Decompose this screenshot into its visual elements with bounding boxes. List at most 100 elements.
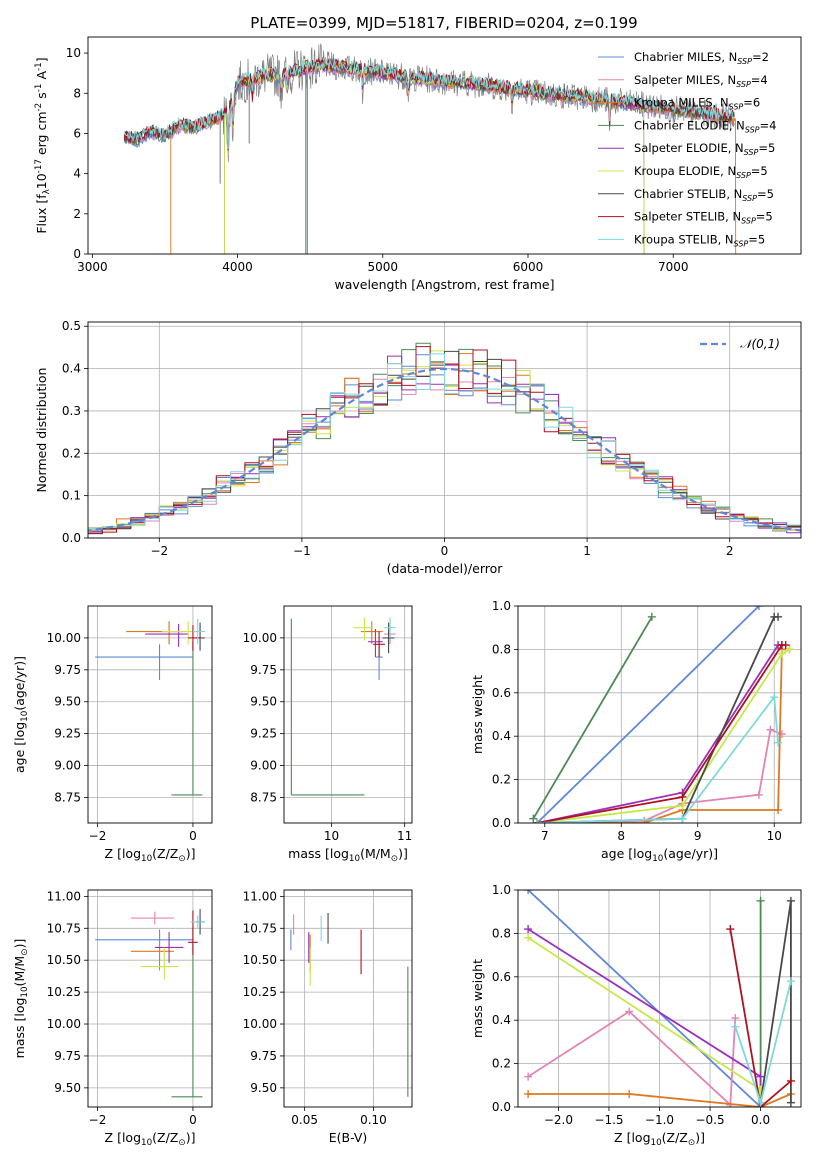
panel-spectrum: 3000 4000 5000 6000 7000 0 2 4 6 8 10 wavelength [A… [34, 36, 802, 292]
errorbars [95, 618, 205, 796]
weight-line-salpeter_stelib [729, 928, 792, 1107]
weight-marker [786, 896, 795, 905]
errorbar-point [190, 915, 205, 929]
x-tick-label: −1.0 [645, 1113, 674, 1127]
weight-marker [678, 792, 687, 801]
y-tick-label: 11.00 [47, 889, 81, 903]
weight-marker [754, 606, 763, 610]
y-tick-label: 0.0 [492, 1100, 511, 1114]
legend-label: Kroupa MILES, NSSP=6 [634, 96, 760, 112]
axes-frame [283, 605, 413, 824]
weight-marker [678, 814, 687, 823]
weight-marker [774, 738, 783, 747]
panel-mass-vs-ebv: 0.05 0.10 9.50 9.75 10.00 10.25 10.50 10.75 11.0… [243, 889, 413, 1145]
panel-age-vs-Z: −2 0 8.75 9.00 9.25 9.50 9.75 10.00 Z [log10(Z/Z… [12, 605, 213, 864]
x-tick-label: −1 [293, 544, 311, 558]
model-spectrum-kroupa_miles [170, 61, 737, 254]
y-tick-label: 10.00 [243, 1017, 277, 1031]
axes-frame [517, 605, 802, 824]
x-tick-label: −2.0 [544, 1113, 573, 1127]
x-axis-label: age [log10(age/yr)] [601, 846, 718, 864]
legend-label: 𝒩(0,1) [740, 337, 780, 351]
weight-line-chabrier_miles [527, 890, 762, 1107]
y-tick-label: 9.00 [54, 759, 81, 773]
errorbar-point [195, 622, 205, 651]
weight-line-salpeter_elodie [527, 928, 762, 1107]
y-axis-label: Normed distribution [34, 368, 49, 493]
weight-line-kroupa_miles [528, 1093, 792, 1107]
weight-marker [770, 693, 779, 702]
y-tick-label: 0.0 [62, 531, 81, 545]
weight-line-kroupa_elodie [527, 936, 762, 1107]
weight-line-chabrier_miles [536, 606, 760, 823]
panel-age-vs-mass: 10 11 8.75 9.00 9.25 9.50 9.75 10.00 mass [log10… [243, 605, 413, 864]
weight-marker [524, 933, 533, 942]
y-tick-label: 8.75 [250, 790, 277, 804]
y-axis-label: age [log10(age/yr)] [12, 656, 30, 773]
spectrum-legend: Chabrier MILES, NSSP=2 Salpeter MILES, NS… [598, 50, 776, 248]
x-axis-label: wavelength [Angstrom, rest frame] [334, 277, 554, 292]
errorbar-point [95, 644, 193, 681]
weight-marker [756, 896, 765, 905]
y-tick-label: 9.25 [250, 727, 277, 741]
errorbar-point [373, 631, 385, 658]
y-tick-label: 10 [66, 46, 81, 60]
x-tick-label: 10 [324, 829, 339, 843]
y-tick-label: 0.1 [62, 489, 81, 503]
axes-frame [87, 36, 802, 255]
errorbars [95, 909, 205, 1098]
weight-marker [756, 1098, 765, 1107]
errorbar-point [192, 618, 205, 645]
weight-line-salpeter_miles [527, 1010, 737, 1107]
x-tick-label: 6000 [513, 260, 544, 274]
errorbars [290, 617, 396, 796]
weight-lines [529, 606, 794, 823]
y-tick-label: 9.50 [250, 695, 277, 709]
y-tick-label: 10.50 [243, 953, 277, 967]
weight-marker [731, 1014, 740, 1023]
y-tick-label: 9.50 [250, 1081, 277, 1095]
y-tick-label: 0.6 [492, 686, 511, 700]
errorbar-point [154, 932, 184, 963]
errorbar-point [290, 618, 365, 796]
y-tick-label: 9.75 [250, 1049, 277, 1063]
errorbar-point [140, 947, 179, 980]
errorbar-point [161, 621, 198, 645]
x-tick-label: 7000 [658, 260, 689, 274]
y-tick-label: 0.0 [492, 816, 511, 830]
weight-line-chabrier_stelib [537, 616, 779, 823]
y-tick-label: 10.00 [47, 1017, 81, 1031]
spectrum-lines [123, 43, 737, 254]
y-tick-label: 0.6 [492, 970, 511, 984]
weight-marker [524, 890, 533, 894]
legend-label: Chabrier ELODIE, NSSP=4 [634, 118, 776, 134]
y-tick-label: 10.25 [47, 985, 81, 999]
x-tick-label: 0 [189, 1113, 197, 1127]
weight-marker [524, 1089, 533, 1098]
errorbar-point [188, 625, 201, 651]
errorbar-point [126, 621, 184, 645]
y-tick-label: 9.25 [54, 727, 81, 741]
weight-marker [766, 725, 775, 734]
weight-marker [647, 612, 656, 621]
weight-marker [625, 1007, 634, 1016]
gaussian-curve [88, 367, 801, 532]
axes-frame [283, 889, 413, 1108]
panel-weight-vs-Z: −2.0 −1.5 −1.0 −0.5 0.0 0.0 0.2 0.4 0.6 0.8 1.0 Z [… [470, 883, 802, 1148]
y-tick-label: 10.00 [243, 631, 277, 645]
weight-marker [781, 641, 790, 650]
legend-label: Kroupa ELODIE, NSSP=5 [634, 164, 768, 180]
y-tick-label: 0.4 [62, 362, 81, 376]
y-axis-label: mass weight [470, 959, 485, 1038]
x-tick-label: 2 [726, 544, 734, 558]
weight-marker [625, 1089, 634, 1098]
y-tick-label: 0.2 [62, 446, 81, 460]
y-tick-label: 1.0 [492, 599, 511, 613]
model-spectrum-kroupa_stelib [123, 58, 735, 150]
errorbars [290, 912, 409, 1097]
weight-marker [786, 977, 795, 986]
y-tick-label: 0.2 [492, 1057, 511, 1071]
weight-lines [524, 890, 795, 1107]
weight-marker [756, 1072, 765, 1081]
weight-line-kroupa_stelib [537, 694, 779, 823]
